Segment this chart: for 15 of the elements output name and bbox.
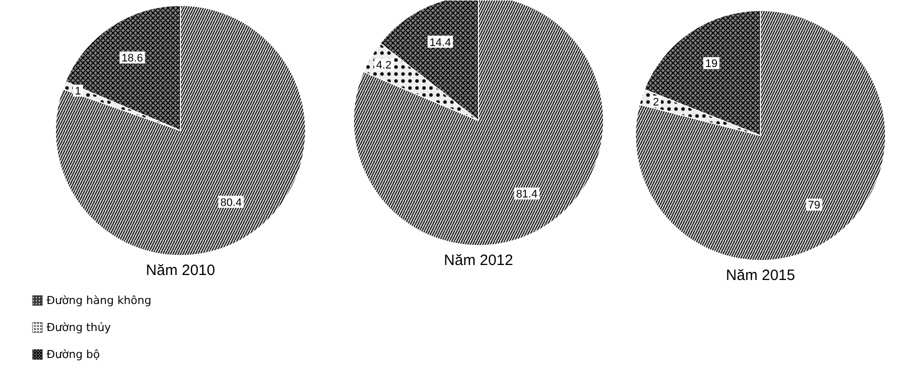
data-label: 18.6 (122, 52, 143, 65)
data-label: 4.2 (376, 60, 392, 72)
legend-label: Đường bộ (46, 348, 100, 361)
data-label: 79 (808, 200, 820, 212)
data-label: 19 (705, 58, 718, 70)
text: Năm 2015 (726, 267, 796, 284)
legend-label: Đường thủy (46, 321, 112, 334)
data-label: 14.4 (430, 36, 451, 49)
data-label: 81.4 (516, 188, 538, 200)
data-label: 1 (74, 86, 82, 98)
data-label: 2 (652, 96, 659, 109)
text: Năm 2012 (444, 252, 514, 269)
legend-label: Đường hàng không (46, 294, 152, 307)
text: Năm 2010 (146, 262, 216, 279)
data-label: 80.4 (220, 196, 242, 209)
